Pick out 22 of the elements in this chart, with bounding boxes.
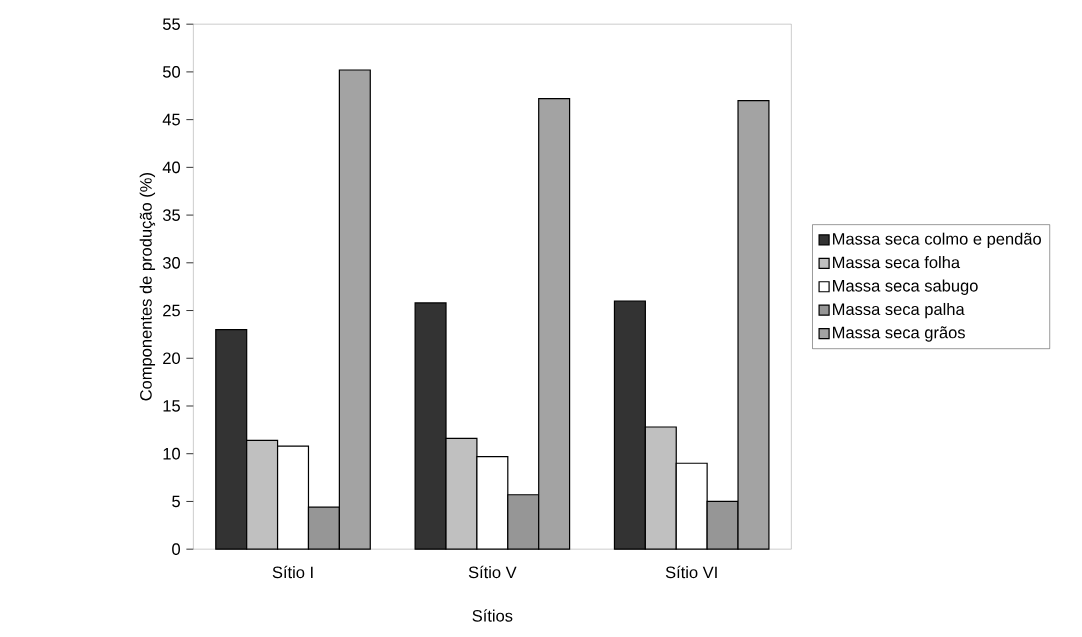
legend-label: Massa seca colmo e pendão <box>833 232 1041 249</box>
y-tick-label: 30 <box>162 256 181 269</box>
y-tick-label: 5 <box>172 495 180 508</box>
y-tick-label: 25 <box>163 304 180 317</box>
y-tick-label: 50 <box>162 66 181 78</box>
legend-label: Massa seca palha <box>833 302 965 319</box>
y-tick-label: 40 <box>162 161 181 174</box>
x-axis-title: Sítios <box>472 609 513 622</box>
y-tick-label: 55 <box>162 18 180 30</box>
y-axis-title: Componentes de produção (%) <box>139 173 156 401</box>
y-tick-label: 35 <box>162 209 180 221</box>
y-tick-label: 20 <box>163 352 181 365</box>
x-tick-label: Sítio V <box>468 565 517 579</box>
legend-label: Massa seca sabugo <box>833 279 978 295</box>
x-tick-label: Sítio I <box>272 565 313 579</box>
x-tick-label: Sítio VI <box>665 565 717 579</box>
y-tick-label: 0 <box>172 543 181 556</box>
legend-label: Massa seca folha <box>833 256 961 269</box>
legend-label: Massa seca grãos <box>833 326 965 342</box>
y-tick-label: 45 <box>162 113 180 126</box>
y-tick-label: 15 <box>163 400 180 412</box>
y-tick-label: 10 <box>163 447 181 460</box>
